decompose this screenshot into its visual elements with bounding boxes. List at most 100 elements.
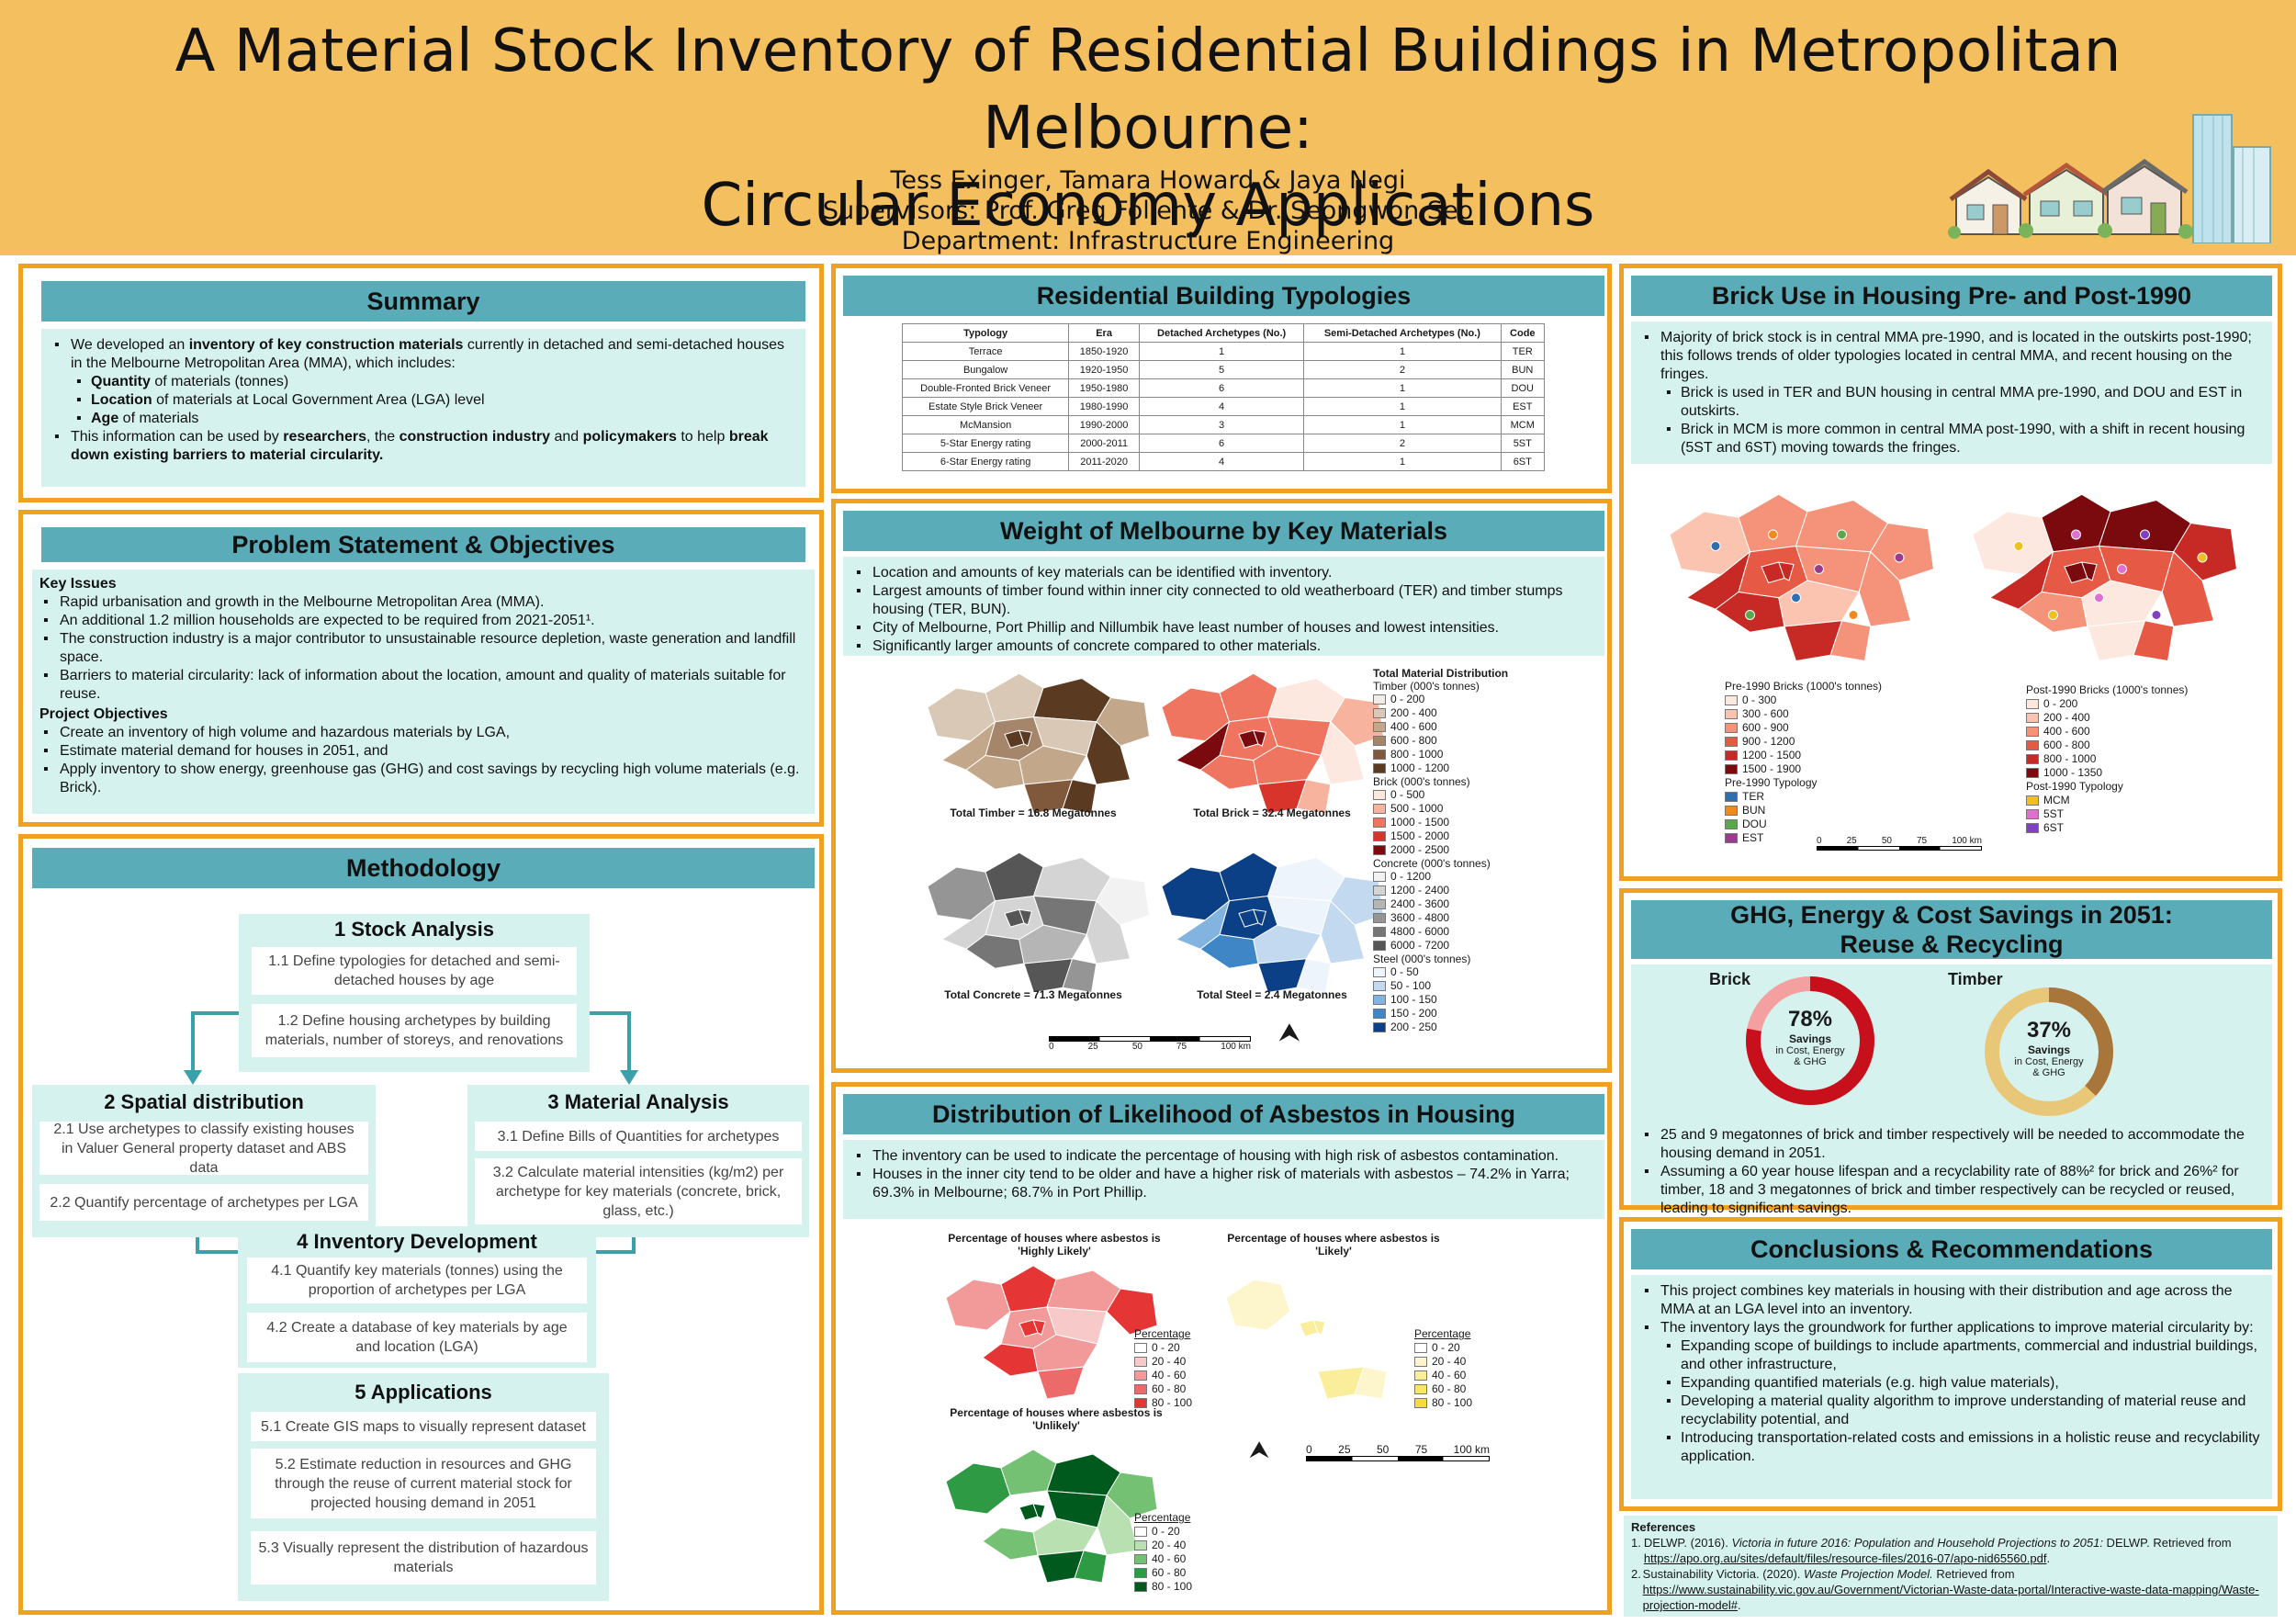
pre-typology-dot [1745, 610, 1755, 620]
post-1990-map-region [2087, 620, 2146, 662]
legend-swatch [1134, 1398, 1147, 1409]
methodology-title: Methodology [32, 848, 815, 888]
pre-typology-dot [1894, 552, 1905, 563]
legend-swatch [1373, 927, 1386, 938]
likely-map-region [1312, 1334, 1379, 1372]
material-legend-item: 200 - 400 [1373, 706, 1511, 720]
material-legend-item: 3600 - 4800 [1373, 911, 1511, 925]
legend-swatch [1373, 1009, 1386, 1020]
post-typology-item: MCM [2026, 794, 2188, 807]
weight-bullet: City of Melbourne, Port Phillip and Nill… [852, 619, 1595, 637]
title-line-1: A Material Stock Inventory of Residentia… [174, 17, 2122, 163]
steel-total-label: Total Steel = 2.4 Megatonnes [1197, 988, 1347, 1001]
asbestos-bullet: Houses in the inner city tend to be olde… [852, 1166, 1595, 1202]
scale-label: 50 [1376, 1443, 1390, 1456]
pre-typology-dot [1768, 529, 1778, 540]
asbestos-legend-item: 20 - 40 [1134, 1539, 1192, 1552]
likely-map-region [1312, 1319, 1326, 1336]
table-cell: DOU [1500, 378, 1546, 398]
pre-1990-map-region [1858, 550, 1912, 627]
brick-total-label: Total Brick = 32.4 Megatonnes [1193, 806, 1351, 819]
scale-label: 25 [1087, 1042, 1098, 1052]
post-typology-title: Post-1990 Typology [2026, 780, 2123, 793]
concrete-map-region [1019, 924, 1088, 964]
table-cell: 1920-1950 [1068, 360, 1140, 379]
timber-map-region [1032, 677, 1112, 723]
legend-swatch [2026, 740, 2039, 751]
houses-illustration-icon [1948, 114, 2271, 243]
table-cell: 1 [1303, 342, 1502, 361]
summary-bullet-1: We developed an inventory of key constru… [51, 336, 796, 428]
ghg-title: GHG, Energy & Cost Savings in 2051: Reus… [1631, 900, 2272, 959]
problem-body: Key Issues Rapid urbanisation and growth… [32, 570, 815, 814]
pre-legend-item: 900 - 1200 [1725, 735, 1882, 749]
ghg-bullet: Assuming a 60 year house lifespan and a … [1640, 1163, 2265, 1218]
poster-header: A Material Stock Inventory of Residentia… [0, 0, 2296, 255]
summary-bullet-2: This information can be used by research… [51, 428, 796, 465]
post-1990-map-region [2173, 522, 2238, 581]
steel-map-region [1266, 856, 1346, 902]
pre-typology-title: Pre-1990 Typology [1725, 776, 1818, 789]
legend-heading: Percentage [1134, 1511, 1191, 1524]
legend-swatch [1373, 722, 1386, 733]
table-row: McMansion 1990-2000 3 1 MCM [901, 415, 1546, 434]
timber-map-region [965, 754, 1025, 790]
post-typology-dot [2140, 529, 2150, 540]
table-cell: 4 [1138, 452, 1305, 471]
legend-swatch [1414, 1343, 1427, 1354]
unlikely-map-region [1046, 1453, 1121, 1496]
objectives-heading: Project Objectives [39, 706, 168, 722]
material-legend-item: 1200 - 2400 [1373, 884, 1511, 897]
ghg-title-line-2: Reuse & Recycling [1840, 930, 2064, 958]
legend-swatch [1373, 831, 1386, 842]
material-legend-item: 0 - 500 [1373, 788, 1511, 802]
scale-label: 25 [1846, 836, 1857, 846]
highly-likely-map-region [982, 1343, 1039, 1377]
material-legend-item: 0 - 50 [1373, 965, 1511, 979]
supervisors: Supervisors: Prof. Greg Foliente & Dr. S… [822, 197, 1474, 225]
legend-swatch [2026, 795, 2039, 806]
legend-swatch [2026, 727, 2039, 738]
post-legend-item: 200 - 400 [2026, 711, 2188, 725]
applications-box: 5 Applications 5.1 Create GIS maps to vi… [238, 1373, 609, 1601]
post-1990-map-region [2080, 561, 2098, 581]
step-1-1: 1.1 Define typologies for detached and s… [252, 947, 577, 995]
unlikely-map-title: Percentage of houses where asbestos is '… [950, 1406, 1163, 1432]
table-row: 6-Star Energy rating 2011-2020 4 1 6ST [901, 452, 1546, 471]
key-issues-heading: Key Issues [39, 576, 117, 592]
table-row: Terrace 1850-1920 1 1 TER [901, 342, 1546, 361]
reference-2-link[interactable]: https://www.sustainability.vic.gov.au/Go… [1642, 1583, 2259, 1612]
unlikely-map-region [1032, 1503, 1046, 1519]
conclusions-body: This project combines key materials in h… [1631, 1275, 2272, 1499]
likely-map-region [1326, 1269, 1401, 1313]
material-legend-item: 2400 - 3600 [1373, 897, 1511, 911]
step-2-1: 2.1 Use archetypes to classify existing … [39, 1122, 368, 1176]
asbestos-legend-item: 80 - 100 [1134, 1580, 1192, 1594]
material-legend-item: 1000 - 1200 [1373, 761, 1511, 775]
post-typology-dot [2117, 564, 2127, 574]
table-cell: BUN [1500, 360, 1546, 379]
concrete-total-label: Total Concrete = 71.3 Megatonnes [944, 988, 1122, 1001]
legend-swatch [1134, 1554, 1147, 1565]
table-cell: 3 [1138, 415, 1305, 434]
post-typology-dot [2013, 541, 2024, 551]
pre-1990-map-region [1784, 620, 1843, 662]
legend-swatch [1725, 806, 1738, 817]
asbestos-bullet: The inventory can be used to indicate th… [852, 1147, 1595, 1166]
unlikely-map-region [1097, 1494, 1140, 1556]
legend-swatch [1373, 790, 1386, 801]
material-legend-item: 0 - 200 [1373, 693, 1511, 706]
concrete-map-region [1096, 875, 1151, 926]
reference-1-link[interactable]: https://apo.org.au/sites/default/files/r… [1643, 1551, 2047, 1565]
pre-typology-item: BUN [1725, 804, 1882, 818]
legend-swatch [1725, 764, 1738, 775]
highly-likely-map-region [1106, 1288, 1158, 1336]
north-arrow-icon: ⮝ [1278, 1018, 1300, 1046]
material-legend-item: 100 - 150 [1373, 993, 1511, 1007]
table-row: 5-Star Energy rating 2000-2011 6 2 5ST [901, 434, 1546, 453]
table-cell: 2 [1303, 434, 1502, 453]
table-cell: 1 [1303, 397, 1502, 416]
issue-item: The construction industry is a major con… [39, 630, 807, 667]
legend-swatch [1725, 723, 1738, 734]
pre-legend-item: 600 - 900 [1725, 721, 1882, 735]
